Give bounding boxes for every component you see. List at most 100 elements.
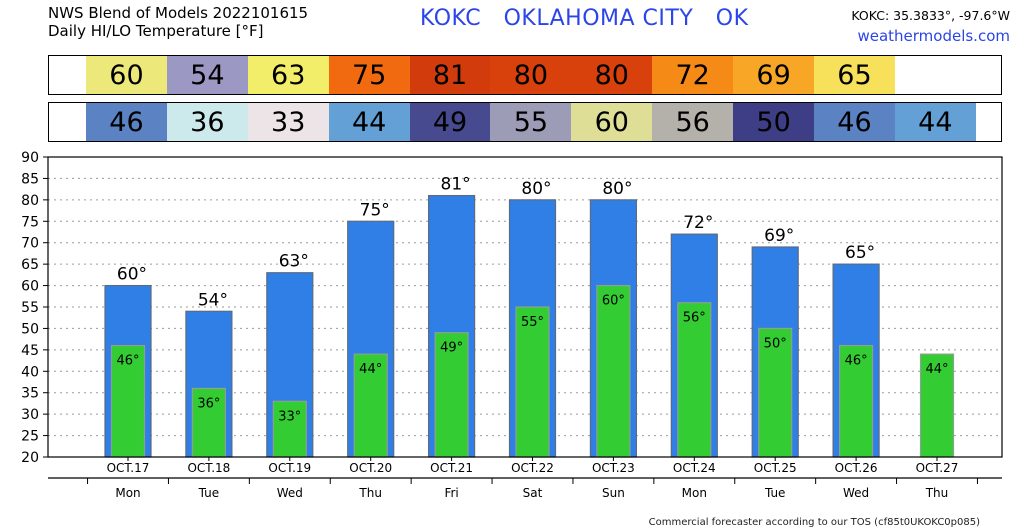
- date-label: OCT.27: [916, 461, 959, 475]
- low-bar: [110, 344, 146, 458]
- day-label: Mon: [682, 486, 707, 500]
- low-bar-label: 36°: [197, 396, 220, 411]
- y-tick-label: 30: [21, 407, 39, 423]
- high-bar-label: 81°: [441, 175, 471, 195]
- y-tick-label: 20: [21, 450, 39, 466]
- low-bar: [353, 353, 388, 458]
- high-bar-label: 72°: [683, 213, 713, 233]
- site-link[interactable]: weathermodels.com: [857, 27, 1010, 45]
- day-label: Tue: [198, 486, 220, 500]
- low-bar: [191, 387, 226, 458]
- low-temp-cell: 33: [247, 103, 329, 141]
- low-bar-label: 50°: [764, 336, 787, 351]
- footer-note: Commercial forecaster according to our T…: [648, 517, 980, 528]
- low-bar: [758, 327, 793, 458]
- model-title: NWS Blend of Models 2022101615 Daily HI/…: [48, 4, 308, 40]
- high-temp-cell: 69: [733, 56, 815, 94]
- low-bar-label: 46°: [116, 354, 139, 369]
- y-tick-label: 70: [21, 236, 39, 252]
- chart-subtitle: Daily HI/LO Temperature [°F]: [48, 22, 264, 40]
- high-temp-cell: 63: [247, 56, 329, 94]
- low-bar-label: 33°: [278, 409, 301, 424]
- station-coords: KOKC: 35.3833°, -97.6°W: [851, 8, 1010, 23]
- high-temp-cell: 75: [328, 56, 410, 94]
- y-tick-label: 90: [21, 150, 39, 166]
- high-temp-cell: 80: [571, 56, 653, 94]
- day-label: Wed: [277, 486, 303, 500]
- high-temp-cell: 80: [490, 56, 572, 94]
- high-bar-label: 80°: [602, 179, 632, 199]
- day-label: Fri: [444, 486, 458, 500]
- y-tick-label: 60: [21, 279, 39, 295]
- low-bar-label: 46°: [845, 354, 868, 369]
- date-label: OCT.26: [835, 461, 878, 475]
- high-bar-label: 65°: [845, 243, 875, 263]
- day-label: Sun: [602, 486, 625, 500]
- high-temp-cell: 72: [652, 56, 734, 94]
- date-label: OCT.25: [754, 461, 797, 475]
- y-tick-label: 80: [21, 193, 39, 209]
- y-tick-label: 25: [21, 429, 39, 445]
- date-label: OCT.24: [673, 461, 716, 475]
- header-right: KOKC: 35.3833°, -97.6°W weathermodels.co…: [851, 6, 1010, 46]
- low-temp-cell: 46: [86, 103, 167, 141]
- low-temp-strip: 46 36 33 44 49 55 60 56 50 46 44: [48, 102, 1002, 142]
- y-tick-label: 85: [21, 171, 39, 187]
- day-label: Thu: [925, 486, 949, 500]
- high-bar-label: 60°: [117, 265, 147, 285]
- day-label: Mon: [115, 486, 140, 500]
- y-tick-label: 55: [21, 300, 39, 316]
- low-bar: [596, 284, 631, 458]
- date-label: OCT.17: [107, 461, 150, 475]
- y-tick-label: 50: [21, 321, 39, 337]
- high-temp-strip: 60 54 63 75 81 80 80 72 69 65: [48, 55, 1002, 95]
- y-tick-label: 45: [21, 343, 39, 359]
- model-run-label: NWS Blend of Models 2022101615: [48, 4, 309, 22]
- date-label: OCT.23: [592, 461, 635, 475]
- day-label: Wed: [843, 486, 869, 500]
- low-temp-cell: 49: [409, 103, 491, 141]
- low-temp-cell: 46: [814, 103, 895, 141]
- date-label: OCT.19: [268, 461, 311, 475]
- y-tick-label: 75: [21, 214, 39, 230]
- strip-spacer: [49, 103, 86, 141]
- plot-frame: [47, 156, 1003, 458]
- low-bar: [838, 344, 874, 458]
- station-title: KOKC OKLAHOMA CITY OK: [420, 6, 749, 31]
- day-label: Sat: [523, 486, 543, 500]
- low-temp-cell: 44: [894, 103, 976, 141]
- low-bar: [677, 302, 712, 458]
- high-temp-cell: 65: [814, 56, 895, 94]
- low-bar-label: 56°: [683, 311, 706, 326]
- high-temp-cell: 54: [166, 56, 248, 94]
- low-temp-cell: 44: [328, 103, 410, 141]
- low-bar-label: 55°: [521, 315, 544, 330]
- high-bar-label: 69°: [764, 226, 794, 246]
- date-label: OCT.22: [511, 461, 554, 475]
- low-temp-cell: 50: [733, 103, 815, 141]
- high-temp-cell: 81: [409, 56, 491, 94]
- high-temp-cell: 60: [86, 56, 167, 94]
- high-bar-label: 80°: [521, 179, 551, 199]
- y-tick-label: 65: [21, 257, 39, 273]
- low-temp-cell: 56: [652, 103, 734, 141]
- date-label: OCT.21: [430, 461, 473, 475]
- low-temp-cell: 36: [166, 103, 248, 141]
- low-bar-label: 44°: [359, 362, 382, 377]
- low-bar: [434, 332, 469, 458]
- low-temp-cell: 60: [571, 103, 653, 141]
- low-temp-cell: 55: [490, 103, 572, 141]
- high-bar-label: 54°: [198, 290, 228, 310]
- low-bar-label: 60°: [602, 294, 625, 309]
- date-label: OCT.20: [349, 461, 392, 475]
- y-tick-label: 35: [21, 386, 39, 402]
- day-label: Thu: [358, 486, 382, 500]
- low-bar: [919, 353, 955, 458]
- low-bar-label: 49°: [440, 341, 463, 356]
- high-bar-label: 75°: [360, 200, 390, 220]
- day-label: Tue: [764, 486, 786, 500]
- date-label: OCT.18: [187, 461, 230, 475]
- low-bar-label: 44°: [925, 362, 948, 377]
- y-tick-label: 40: [21, 364, 39, 380]
- temperature-chart: 20 25 30 35 40 45 50 55 60 65 70 75 80 85 90 60° 54° 63° 7…: [21, 150, 1003, 500]
